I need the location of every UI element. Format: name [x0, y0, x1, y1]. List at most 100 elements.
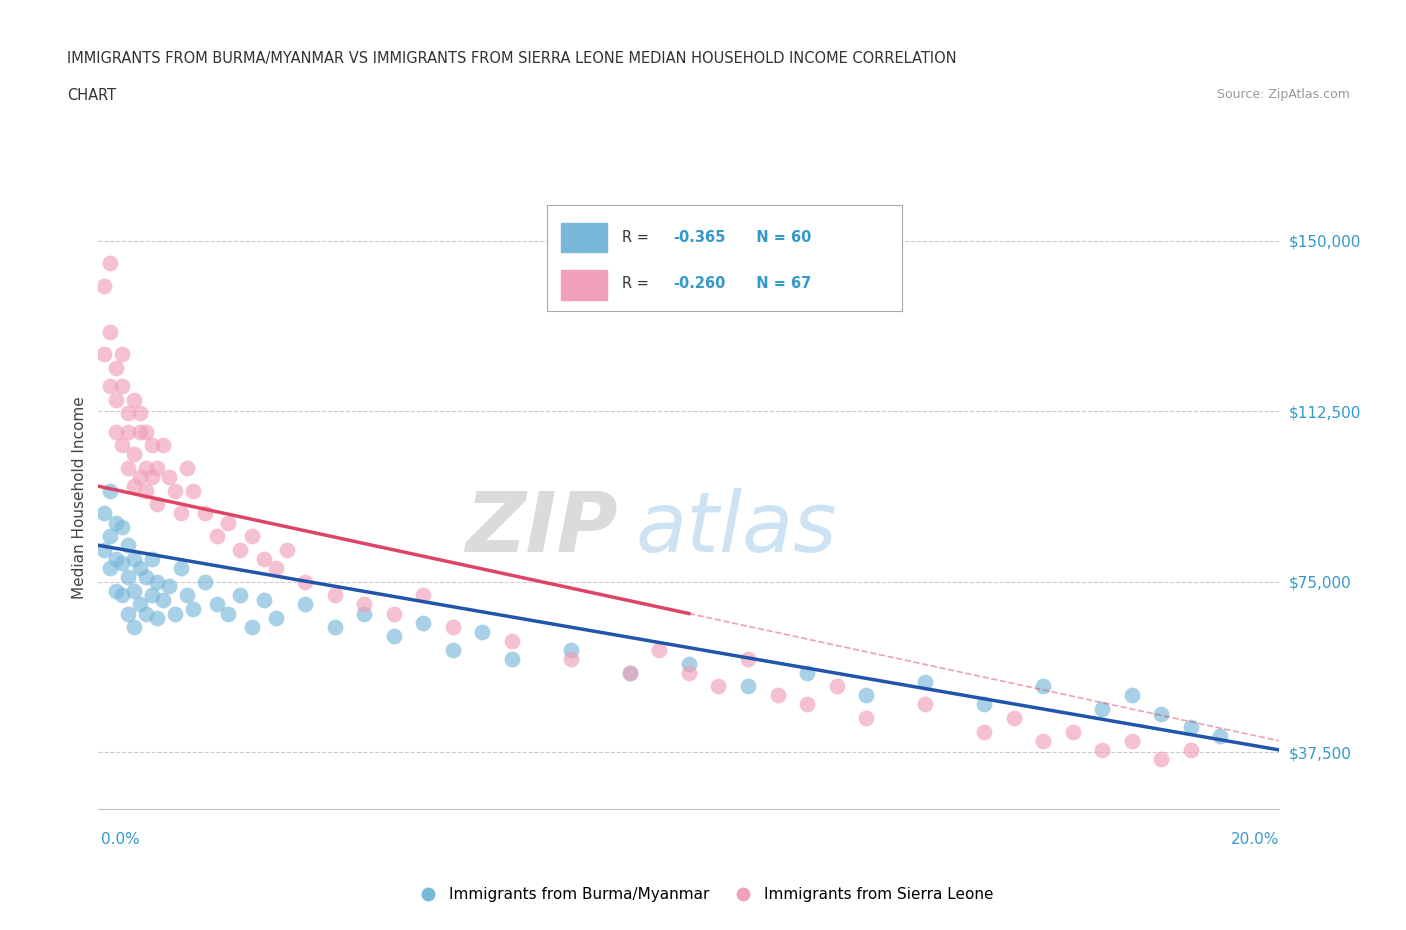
Point [194, 506, 217, 521]
Point [796, 698, 818, 712]
Text: 0.0%: 0.0% [101, 832, 141, 847]
Point [117, 460, 139, 475]
Point [1002, 711, 1025, 725]
Point [501, 652, 523, 667]
Point [796, 665, 818, 680]
Point [707, 679, 730, 694]
Point [678, 657, 700, 671]
Point [1150, 706, 1173, 721]
Point [560, 652, 582, 667]
Point [111, 520, 134, 535]
Point [253, 592, 276, 607]
Point [146, 574, 169, 589]
Point [441, 643, 464, 658]
Point [98, 324, 121, 339]
Point [914, 674, 936, 689]
Point [165, 484, 187, 498]
Point [1032, 679, 1054, 694]
Point [111, 556, 134, 571]
Point [105, 392, 128, 407]
Point [141, 438, 163, 453]
Point [240, 529, 263, 544]
Point [141, 551, 163, 566]
Point [1121, 688, 1143, 703]
Point [240, 619, 263, 634]
Point [914, 698, 936, 712]
Point [105, 361, 128, 376]
Point [181, 484, 204, 498]
Point [135, 424, 157, 439]
Point [105, 551, 128, 566]
Point [766, 688, 789, 703]
Point [117, 424, 139, 439]
Point [501, 633, 523, 648]
Point [93, 279, 115, 294]
Point [1180, 742, 1202, 757]
Point [117, 606, 139, 621]
Point [973, 698, 995, 712]
Point [1150, 751, 1173, 766]
Point [135, 484, 157, 498]
Point [619, 665, 641, 680]
Point [141, 470, 163, 485]
Point [412, 615, 434, 630]
Point [441, 619, 464, 634]
Point [294, 597, 316, 612]
Point [146, 460, 169, 475]
Point [170, 506, 193, 521]
Point [1121, 734, 1143, 749]
Point [128, 597, 150, 612]
Point [98, 561, 121, 576]
Point [1091, 701, 1114, 716]
Point [217, 515, 239, 530]
Text: Source: ZipAtlas.com: Source: ZipAtlas.com [1216, 88, 1350, 101]
Point [128, 561, 150, 576]
Point [122, 583, 145, 598]
Point [128, 406, 150, 421]
Point [111, 588, 134, 603]
Point [1209, 729, 1232, 744]
Point [157, 578, 180, 593]
Point [176, 460, 198, 475]
Point [323, 588, 346, 603]
Point [117, 538, 139, 552]
Text: IMMIGRANTS FROM BURMA/MYANMAR VS IMMIGRANTS FROM SIERRA LEONE MEDIAN HOUSEHOLD I: IMMIGRANTS FROM BURMA/MYANMAR VS IMMIGRA… [67, 51, 957, 66]
Point [353, 597, 375, 612]
Point [973, 724, 995, 739]
Legend: Immigrants from Burma/Myanmar, Immigrants from Sierra Leone: Immigrants from Burma/Myanmar, Immigrant… [406, 882, 1000, 909]
Point [353, 606, 375, 621]
Point [648, 643, 671, 658]
Point [170, 561, 193, 576]
Point [105, 515, 128, 530]
Point [1091, 742, 1114, 757]
Point [855, 688, 877, 703]
Point [98, 256, 121, 271]
Point [141, 588, 163, 603]
Point [111, 438, 134, 453]
Point [128, 470, 150, 485]
Point [825, 679, 848, 694]
Point [737, 679, 759, 694]
Point [217, 606, 239, 621]
Point [619, 665, 641, 680]
Y-axis label: Median Household Income: Median Household Income [72, 396, 87, 599]
Point [93, 542, 115, 557]
Point [152, 438, 174, 453]
Point [117, 570, 139, 585]
Point [737, 652, 759, 667]
Point [122, 392, 145, 407]
Point [122, 479, 145, 494]
Point [111, 347, 134, 362]
Point [471, 624, 494, 639]
Point [135, 570, 157, 585]
Text: 20.0%: 20.0% [1232, 832, 1279, 847]
Point [1180, 720, 1202, 735]
Point [128, 424, 150, 439]
Point [146, 611, 169, 626]
Point [146, 497, 169, 512]
Point [98, 379, 121, 393]
Point [1062, 724, 1084, 739]
Text: atlas: atlas [636, 488, 838, 569]
Point [135, 606, 157, 621]
Point [135, 460, 157, 475]
